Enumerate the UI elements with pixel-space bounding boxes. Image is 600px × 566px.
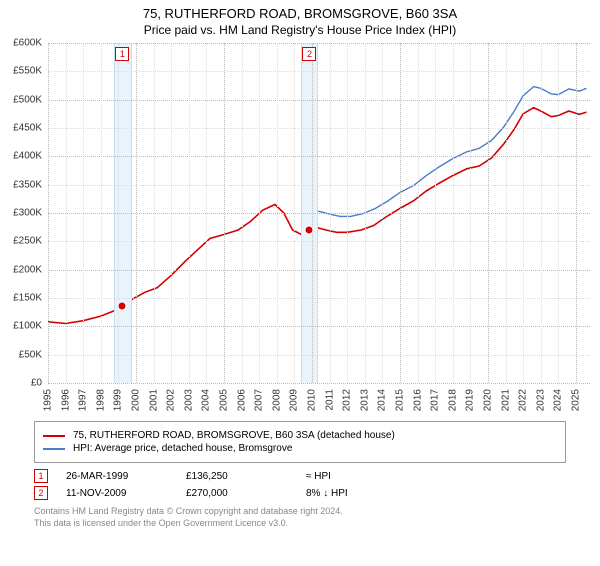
transaction-date: 26-MAR-1999 — [66, 471, 186, 482]
gridline-v — [365, 43, 366, 383]
chart-subtitle: Price paid vs. HM Land Registry's House … — [0, 23, 600, 37]
footer-line: Contains HM Land Registry data © Crown c… — [34, 506, 566, 518]
gridline-v — [488, 43, 489, 383]
xaxis-labels — [48, 383, 590, 417]
transactions-table: 1 26-MAR-1999 £136,250 ≈ HPI 2 11-NOV-20… — [34, 469, 566, 500]
legend: 75, RUTHERFORD ROAD, BROMSGROVE, B60 3SA… — [34, 421, 566, 463]
gridline-v — [347, 43, 348, 383]
gridline-v — [435, 43, 436, 383]
gridline-h — [48, 241, 590, 242]
gridline-h — [48, 270, 590, 271]
yaxis-label: £600K — [2, 38, 42, 49]
gridline-v — [206, 43, 207, 383]
transaction-price: £136,250 — [186, 471, 306, 482]
chart-container: 75, RUTHERFORD ROAD, BROMSGROVE, B60 3SA… — [0, 6, 600, 566]
gridline-h — [48, 298, 590, 299]
transaction-date: 11-NOV-2009 — [66, 488, 186, 499]
sale-marker-dot — [118, 301, 127, 310]
gridline-h — [48, 100, 590, 101]
sale-marker-dot — [305, 226, 314, 235]
transaction-price: £270,000 — [186, 488, 306, 499]
legend-row: HPI: Average price, detached house, Brom… — [43, 443, 557, 454]
gridline-v — [118, 43, 119, 383]
gridline-v — [259, 43, 260, 383]
gridline-v — [242, 43, 243, 383]
sale-marker-label: 1 — [115, 47, 129, 61]
transaction-index-box: 1 — [34, 469, 48, 483]
gridline-h — [48, 213, 590, 214]
yaxis-label: £500K — [2, 94, 42, 105]
series-line-hpi — [310, 87, 587, 217]
legend-swatch — [43, 435, 65, 437]
yaxis-label: £300K — [2, 208, 42, 219]
yaxis-label: £550K — [2, 66, 42, 77]
sale-marker-label: 2 — [302, 47, 316, 61]
transaction-delta: ≈ HPI — [306, 471, 426, 482]
yaxis-label: £0 — [2, 378, 42, 389]
yaxis-label: £450K — [2, 123, 42, 134]
gridline-h — [48, 43, 590, 44]
gridline-v — [224, 43, 225, 383]
gridline-h — [48, 185, 590, 186]
legend-row: 75, RUTHERFORD ROAD, BROMSGROVE, B60 3SA… — [43, 430, 557, 441]
gridline-v — [66, 43, 67, 383]
gridline-h — [48, 326, 590, 327]
gridline-v — [189, 43, 190, 383]
yaxis-label: £250K — [2, 236, 42, 247]
gridline-v — [48, 43, 49, 383]
gridline-v — [277, 43, 278, 383]
legend-swatch — [43, 448, 65, 450]
gridline-h — [48, 71, 590, 72]
yaxis-label: £350K — [2, 179, 42, 190]
gridline-v — [171, 43, 172, 383]
gridline-v — [453, 43, 454, 383]
table-row: 2 11-NOV-2009 £270,000 8% ↓ HPI — [34, 486, 566, 500]
yaxis-label: £150K — [2, 293, 42, 304]
legend-label: HPI: Average price, detached house, Brom… — [73, 443, 292, 454]
yaxis-label: £200K — [2, 264, 42, 275]
gridline-v — [576, 43, 577, 383]
yaxis-label: £50K — [2, 349, 42, 360]
gridline-v — [523, 43, 524, 383]
gridline-v — [136, 43, 137, 383]
transaction-index-box: 2 — [34, 486, 48, 500]
legend-label: 75, RUTHERFORD ROAD, BROMSGROVE, B60 3SA… — [73, 430, 395, 441]
gridline-v — [558, 43, 559, 383]
table-row: 1 26-MAR-1999 £136,250 ≈ HPI — [34, 469, 566, 483]
gridline-v — [330, 43, 331, 383]
transaction-delta: 8% ↓ HPI — [306, 488, 426, 499]
gridline-h — [48, 355, 590, 356]
gridline-v — [83, 43, 84, 383]
gridline-v — [541, 43, 542, 383]
gridline-v — [382, 43, 383, 383]
yaxis-label: £100K — [2, 321, 42, 332]
yaxis-label: £400K — [2, 151, 42, 162]
gridline-h — [48, 128, 590, 129]
gridline-v — [312, 43, 313, 383]
gridline-h — [48, 156, 590, 157]
gridline-v — [470, 43, 471, 383]
gridline-v — [101, 43, 102, 383]
gridline-v — [418, 43, 419, 383]
chart-title: 75, RUTHERFORD ROAD, BROMSGROVE, B60 3SA — [0, 6, 600, 21]
gridline-v — [154, 43, 155, 383]
chart-plot-area: £0£50K£100K£150K£200K£250K£300K£350K£400… — [48, 43, 590, 383]
gridline-v — [400, 43, 401, 383]
footer: Contains HM Land Registry data © Crown c… — [34, 506, 566, 529]
footer-line: This data is licensed under the Open Gov… — [34, 518, 566, 530]
gridline-v — [506, 43, 507, 383]
gridline-v — [294, 43, 295, 383]
